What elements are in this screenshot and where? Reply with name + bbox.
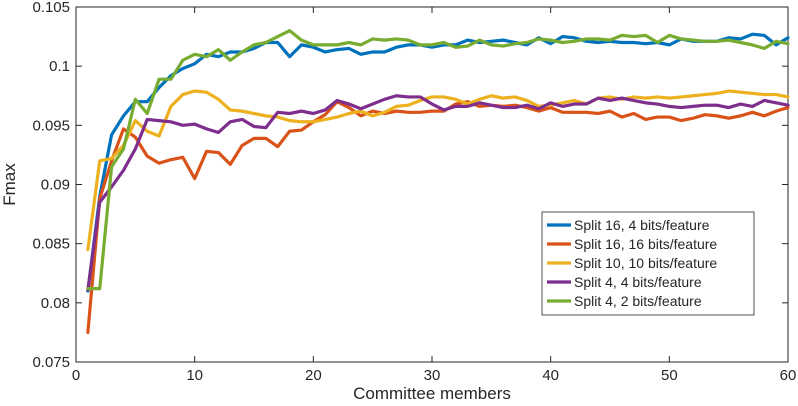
series-line-3 <box>86 89 790 252</box>
y-tick-label: 0.1 <box>49 58 70 75</box>
x-axis: 0 10 20 30 40 50 60 <box>72 7 797 384</box>
legend-item: Split 4, 4 bits/feature <box>547 274 702 290</box>
series-line-2 <box>86 100 790 335</box>
y-tick-label: 0.08 <box>41 295 70 312</box>
y-tick-label: 0.085 <box>32 236 70 253</box>
legend-item: Split 10, 10 bits/feature <box>547 255 717 271</box>
x-tick-label: 0 <box>72 367 80 384</box>
legend-box <box>541 211 755 316</box>
legend: Split 16, 4 bits/feature Split 16, 16 bit… <box>541 211 755 316</box>
legend-item: Split 4, 2 bits/feature <box>547 293 702 309</box>
y-tick-label: 0.09 <box>41 177 70 194</box>
series-lines <box>86 29 790 335</box>
legend-item: Split 16, 4 bits/feature <box>547 217 710 233</box>
legend-label: Split 16, 4 bits/feature <box>574 217 710 233</box>
series-line-5 <box>86 29 790 291</box>
legend-label: Split 10, 10 bits/feature <box>574 255 717 271</box>
legend-label: Split 16, 16 bits/feature <box>574 236 717 252</box>
y-axis-label: Fmax <box>0 163 19 206</box>
legend-label: Split 4, 2 bits/feature <box>574 293 702 309</box>
series-line-4 <box>86 94 790 292</box>
y-axis: 0.075 0.08 0.085 0.09 0.095 0.1 0.105 <box>32 0 788 371</box>
legend-label: Split 4, 4 bits/feature <box>574 274 702 290</box>
x-tick-label: 50 <box>661 367 678 384</box>
x-tick-label: 10 <box>186 367 203 384</box>
x-tick-label: 60 <box>780 367 797 384</box>
y-tick-label: 0.095 <box>32 117 70 134</box>
x-tick-label: 40 <box>542 367 559 384</box>
y-tick-label: 0.105 <box>32 0 70 16</box>
x-tick-label: 20 <box>305 367 322 384</box>
legend-item: Split 16, 16 bits/feature <box>547 236 717 252</box>
x-tick-label: 30 <box>424 367 441 384</box>
y-tick-label: 0.075 <box>32 354 70 371</box>
x-axis-label: Committee members <box>353 384 511 403</box>
